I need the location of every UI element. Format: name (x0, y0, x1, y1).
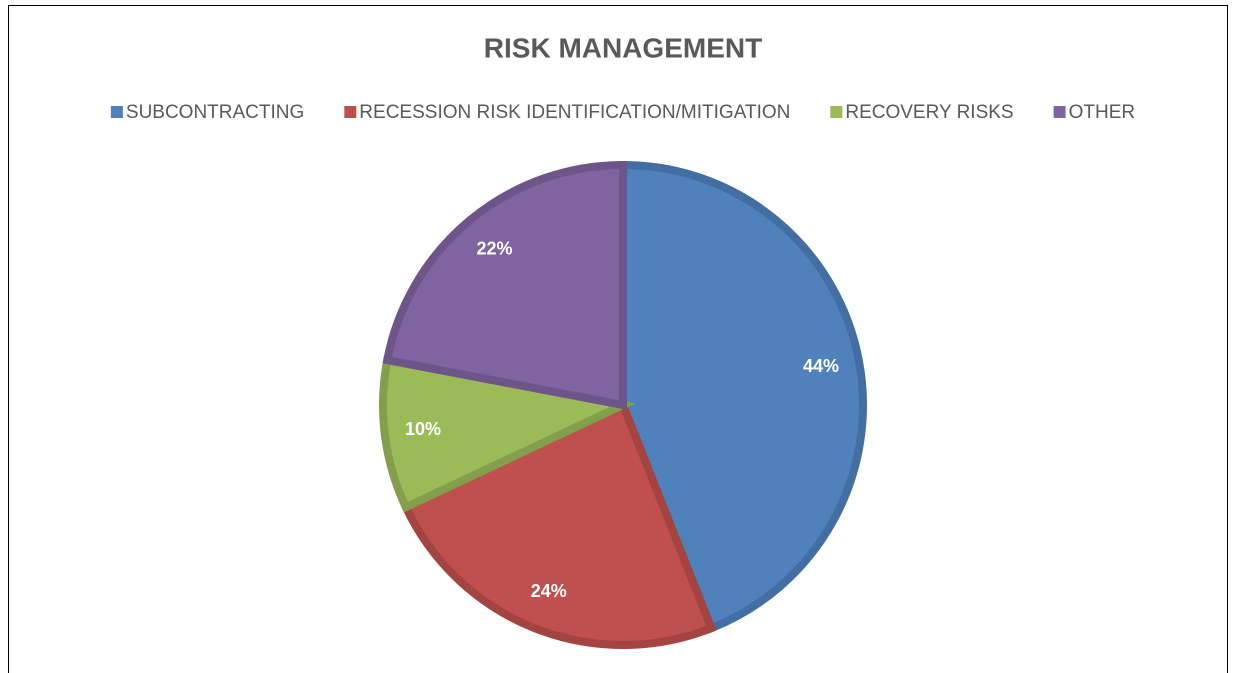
chart-title: RISK MANAGEMENT (484, 32, 762, 63)
legend-label: RECOVERY RISKS (845, 102, 1013, 123)
pie-slice (400, 399, 717, 649)
value-label: 10% (405, 419, 441, 439)
legend: SUBCONTRACTING RECESSION RISK IDENTIFICAT… (110, 102, 1136, 123)
legend-swatch (830, 106, 843, 118)
pie-slice (619, 160, 867, 634)
legend-swatch (344, 106, 357, 118)
legend-swatch (1053, 106, 1066, 118)
legend-label: RECESSION RISK IDENTIFICATION/MITIGATION (359, 102, 790, 123)
legend-label: SUBCONTRACTING (126, 102, 304, 123)
value-label: 24% (531, 581, 567, 601)
value-label: 22% (476, 238, 512, 258)
pie-slice (382, 160, 627, 410)
legend-swatch (110, 106, 123, 118)
legend-label: OTHER (1069, 102, 1136, 123)
value-label: 44% (803, 356, 839, 376)
